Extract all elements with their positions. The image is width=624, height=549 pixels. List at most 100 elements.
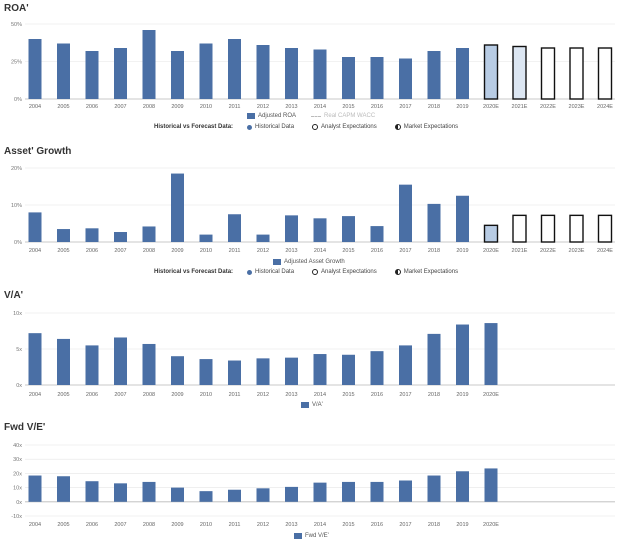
x-tick-label: 2008 <box>143 248 155 254</box>
chart-title: ROA' <box>4 3 29 14</box>
x-tick-label: 2010 <box>200 104 212 110</box>
y-tick-label: -10x <box>11 514 22 520</box>
va-chart: 0x 5x 10x 2004 2005 2006 2007 2008 2009 2010 2011 2… <box>13 311 615 398</box>
x-tick-label: 2009 <box>171 248 183 254</box>
bar <box>540 47 556 100</box>
bar <box>114 483 127 502</box>
historical-dot-icon <box>247 269 253 275</box>
fwd-ve-chart: -10x 0x 10x 20x 30x 40x 2004 2005 2006 2007 2008 20… <box>11 443 615 528</box>
bar <box>28 212 42 242</box>
x-tick-label: 2013 <box>285 104 297 110</box>
y-tick-label: 10% <box>11 203 22 209</box>
x-tick-label: 2009 <box>171 522 183 528</box>
forecast-key-label: Analyst Expectations <box>321 269 377 275</box>
x-tick-label: 2005 <box>57 392 69 398</box>
bar <box>85 481 99 502</box>
bar <box>427 475 441 502</box>
x-tick-label: 2006 <box>86 104 98 110</box>
bar <box>57 338 70 385</box>
bar <box>199 491 213 502</box>
x-tick-label: 2015 <box>342 248 354 254</box>
x-tick-label: 2019 <box>456 248 468 254</box>
bar <box>399 345 412 385</box>
x-tick-label: 2019 <box>456 392 468 398</box>
x-tick-label: 2005 <box>57 104 69 110</box>
forecast-key-label: Market Expectations <box>403 124 459 130</box>
bar <box>171 356 184 385</box>
bar <box>370 226 384 242</box>
legend-swatch <box>294 533 302 539</box>
x-tick-label: 2018 <box>428 392 440 398</box>
bar <box>313 49 327 99</box>
y-tick-label: 0x <box>16 500 22 506</box>
bar <box>370 57 384 99</box>
y-tick-label: 50% <box>11 22 22 28</box>
y-tick-label: 0% <box>14 240 22 246</box>
y-tick-label: 30x <box>13 457 22 463</box>
bar <box>484 323 498 385</box>
bar <box>142 226 156 242</box>
bar <box>114 337 127 385</box>
bar <box>28 333 42 385</box>
x-tick-label: 2015 <box>342 522 354 528</box>
x-tick-label: 2023E <box>569 248 585 254</box>
x-tick-label: 2007 <box>114 104 126 110</box>
y-tick-label: 20% <box>11 166 22 172</box>
x-tick-label: 2020E <box>483 248 499 254</box>
bar <box>228 489 241 502</box>
x-tick-label: 2006 <box>86 392 98 398</box>
bar <box>427 333 441 385</box>
forecast-key-title: Historical vs Forecast Data: <box>154 269 234 275</box>
bar <box>456 324 469 385</box>
bar <box>285 486 298 502</box>
x-tick-label: 2012 <box>257 104 269 110</box>
bar <box>597 214 613 243</box>
historical-dot-icon <box>247 124 253 130</box>
x-tick-label: 2019 <box>456 522 468 528</box>
y-tick-label: 20x <box>13 471 22 477</box>
chart-legend: Adjusted Asset Growth <box>273 259 345 265</box>
x-tick-label: 2012 <box>257 248 269 254</box>
bar <box>342 354 355 385</box>
roa-section: ROA' 0% 25% 50% 2004 2005 2006 2007 2008 2009 201… <box>0 0 624 140</box>
bar <box>199 234 213 242</box>
y-tick-label: 0% <box>14 97 22 103</box>
x-tick-label: 2013 <box>285 392 297 398</box>
bar <box>199 359 213 385</box>
x-tick-label: 2015 <box>342 104 354 110</box>
bar <box>370 481 384 502</box>
bar <box>597 47 613 100</box>
bar <box>85 228 99 242</box>
bar <box>456 48 469 99</box>
forecast-key: Historical vs Forecast Data: Historical … <box>154 124 472 130</box>
bar <box>57 229 70 242</box>
x-tick-label: 2016 <box>371 104 383 110</box>
x-tick-label: 2013 <box>285 522 297 528</box>
va-section: V/A' 0x 5x 10x 2004 2005 2006 2007 2008 2009 2010… <box>0 283 624 415</box>
x-tick-label: 2024E <box>597 248 613 254</box>
bar <box>483 44 499 100</box>
chart-title: Asset' Growth <box>4 146 72 157</box>
bar <box>483 224 499 243</box>
x-tick-label: 2017 <box>399 392 411 398</box>
legend-label: Adjusted ROA <box>258 113 297 119</box>
bar <box>256 45 270 99</box>
bar <box>484 468 498 502</box>
bar <box>85 345 99 385</box>
forecast-key-title: Historical vs Forecast Data: <box>154 124 234 130</box>
bar <box>171 51 184 99</box>
x-tick-label: 2014 <box>314 522 326 528</box>
x-tick-label: 2004 <box>29 104 41 110</box>
bar <box>28 39 42 99</box>
forecast-key-label: Historical Data <box>255 124 295 130</box>
x-tick-label: 2012 <box>257 392 269 398</box>
bar <box>285 215 298 242</box>
market-half-icon <box>394 124 401 130</box>
bar <box>399 184 412 242</box>
bar <box>399 58 412 99</box>
bar <box>342 481 355 502</box>
y-tick-label: 10x <box>13 311 22 317</box>
bar <box>569 47 584 100</box>
bar <box>256 488 270 502</box>
x-tick-label: 2008 <box>143 392 155 398</box>
